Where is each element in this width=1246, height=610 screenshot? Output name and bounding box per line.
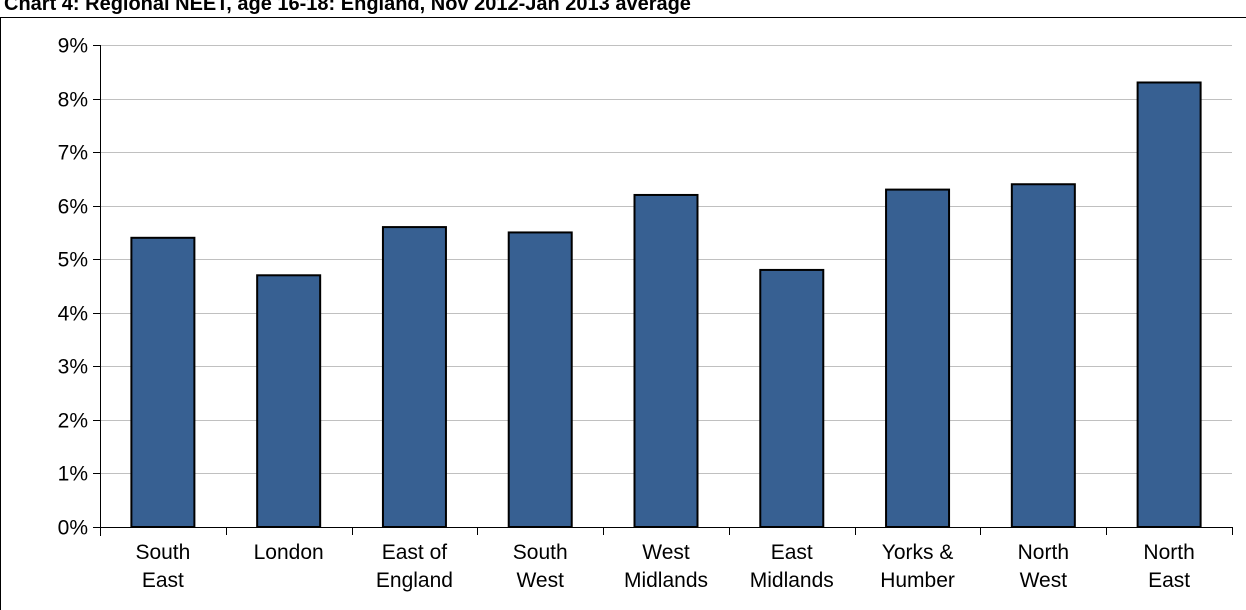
x-tick-label: Yorks & Humber — [880, 541, 955, 592]
bar — [256, 274, 322, 528]
x-tick-label: North West — [1018, 541, 1069, 592]
y-tick-label: 5% — [58, 249, 88, 272]
x-tick-label: London — [254, 541, 324, 564]
y-tick-label: 7% — [58, 142, 88, 165]
y-tick-label: 4% — [58, 303, 88, 326]
x-tick-label: East of England — [376, 541, 453, 592]
y-tick-label: 8% — [58, 89, 88, 112]
x-tick-label: East Midlands — [750, 541, 834, 592]
y-tick-label: 0% — [58, 517, 88, 540]
x-tick-label: North East — [1143, 541, 1194, 592]
x-tick-label: South West — [513, 541, 568, 592]
x-tick-labels: South East London East of England South West We… — [135, 541, 1194, 592]
y-tick-label: 6% — [58, 196, 88, 219]
bars — [130, 81, 1202, 529]
bar — [1136, 81, 1202, 528]
x-tick-label: West Midlands — [624, 541, 708, 592]
chart-frame — [0, 17, 1246, 610]
bar — [885, 188, 951, 528]
bar — [759, 268, 825, 528]
bar — [633, 193, 699, 528]
bar — [1010, 183, 1076, 528]
bar — [130, 236, 196, 529]
chart-title: Chart 4: Regional NEET, age 16-18: Engla… — [4, 0, 691, 15]
axes — [93, 45, 1233, 536]
y-tick-labels: 0% 1% 2% 3% 4% 5% 6% 7% 8% 9% — [58, 35, 88, 540]
x-tick-label: South East — [135, 541, 190, 592]
y-tick-label: 9% — [58, 35, 88, 58]
y-tick-label: 3% — [58, 356, 88, 379]
bar — [381, 226, 447, 528]
y-tick-label: 2% — [58, 410, 88, 433]
bar — [507, 231, 573, 528]
y-tick-label: 1% — [58, 463, 88, 486]
